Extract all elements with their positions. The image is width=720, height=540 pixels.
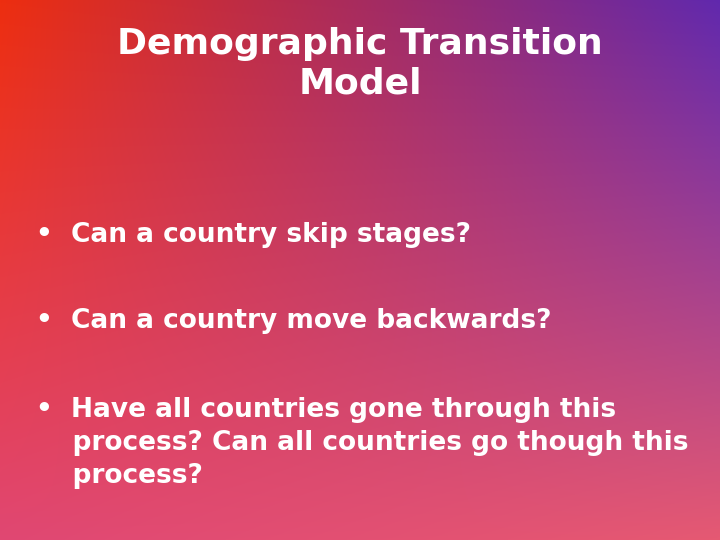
Text: •  Have all countries gone through this
    process? Can all countries go though: • Have all countries gone through this p…: [36, 397, 688, 489]
Text: •  Can a country move backwards?: • Can a country move backwards?: [36, 308, 552, 334]
Text: •  Can a country skip stages?: • Can a country skip stages?: [36, 222, 471, 248]
Text: Demographic Transition
Model: Demographic Transition Model: [117, 27, 603, 100]
